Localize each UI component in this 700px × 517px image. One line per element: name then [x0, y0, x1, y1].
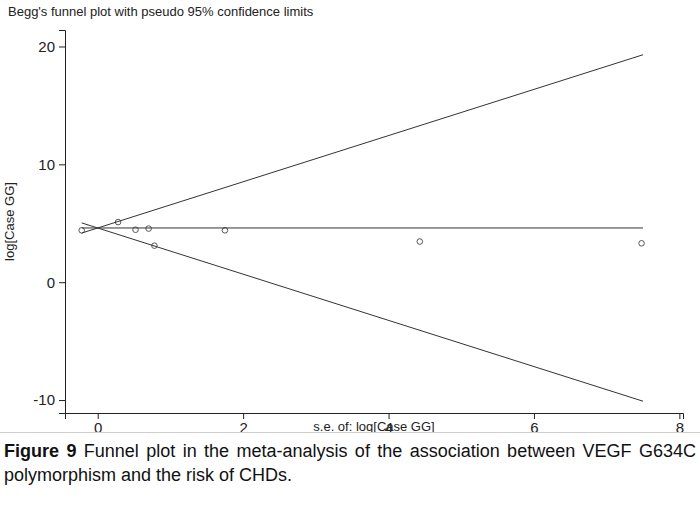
point — [639, 241, 645, 247]
figure-label: Figure 9 — [4, 441, 76, 461]
tick-label: 8 — [676, 419, 684, 432]
tick-mark — [59, 164, 65, 165]
tick-label: 20 — [38, 38, 55, 55]
tick-label: -10 — [33, 391, 55, 408]
tick: 6 — [530, 413, 538, 432]
tick-label: 0 — [47, 273, 55, 290]
tick-mark — [59, 400, 65, 401]
axis-line — [59, 31, 66, 414]
chart: Begg's funnel plot with pseudo 95% confi… — [0, 0, 700, 432]
tick: 10 — [38, 156, 65, 173]
tick: 0 — [47, 273, 65, 290]
line — [82, 227, 643, 228]
tick: -10 — [33, 391, 65, 408]
tick-label: 10 — [38, 156, 55, 173]
tick-mark — [59, 282, 65, 283]
tick: 20 — [38, 38, 65, 55]
caption: Figure 9 Funnel plot in the meta-analysi… — [0, 432, 700, 487]
line — [82, 223, 643, 401]
line — [82, 55, 643, 233]
title: Begg's funnel plot with pseudo 95% confi… — [8, 4, 314, 19]
tick: 8 — [676, 413, 684, 432]
plot-area — [79, 55, 644, 401]
y-axis: -10 0 10 20 — [33, 31, 65, 414]
tick: 0 — [94, 413, 102, 432]
tick-label: 6 — [530, 419, 538, 432]
point — [146, 226, 152, 232]
spacer — [76, 441, 83, 461]
caption-text: Funnel plot in the meta-analysis of the … — [4, 441, 696, 485]
tick-mark — [59, 46, 65, 47]
tick: 2 — [239, 413, 247, 432]
x-axis-title: s.e. of: log[Case GG] — [313, 419, 434, 432]
y-axis-title: log[Case GG] — [2, 182, 17, 261]
point — [417, 239, 423, 245]
tick-label: 0 — [94, 419, 102, 432]
x-axis: 02468 — [66, 413, 685, 432]
tick-label: 2 — [239, 419, 247, 432]
